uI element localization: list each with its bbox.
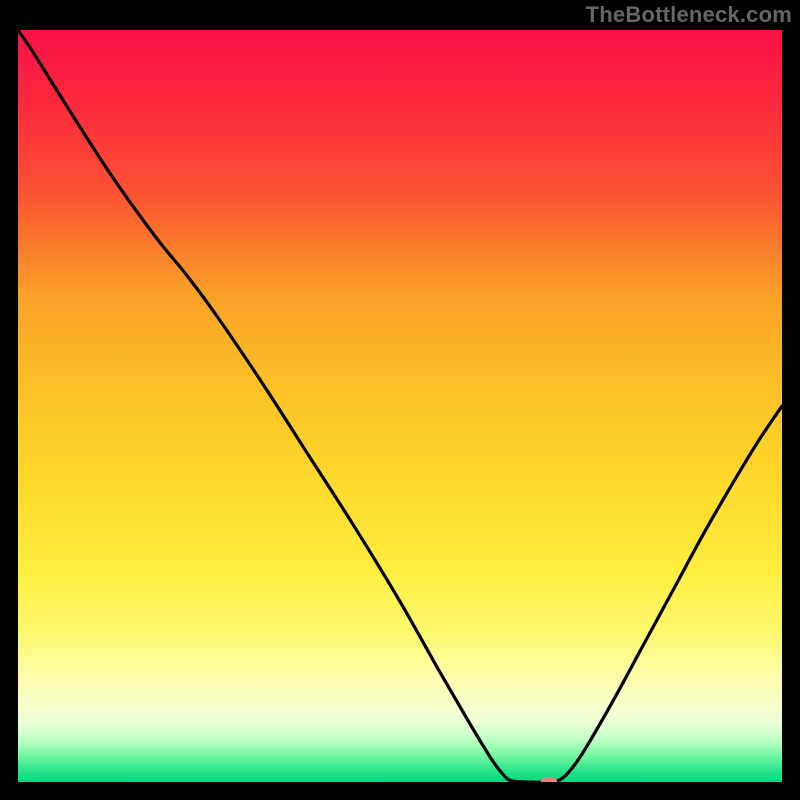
optimum-marker [541, 777, 558, 782]
gradient-background [18, 30, 782, 782]
chart-svg [18, 30, 782, 782]
chart-frame: { "watermark": { "text": "TheBottleneck.… [0, 0, 800, 800]
plot-area [18, 30, 782, 782]
watermark: TheBottleneck.com [586, 2, 792, 28]
